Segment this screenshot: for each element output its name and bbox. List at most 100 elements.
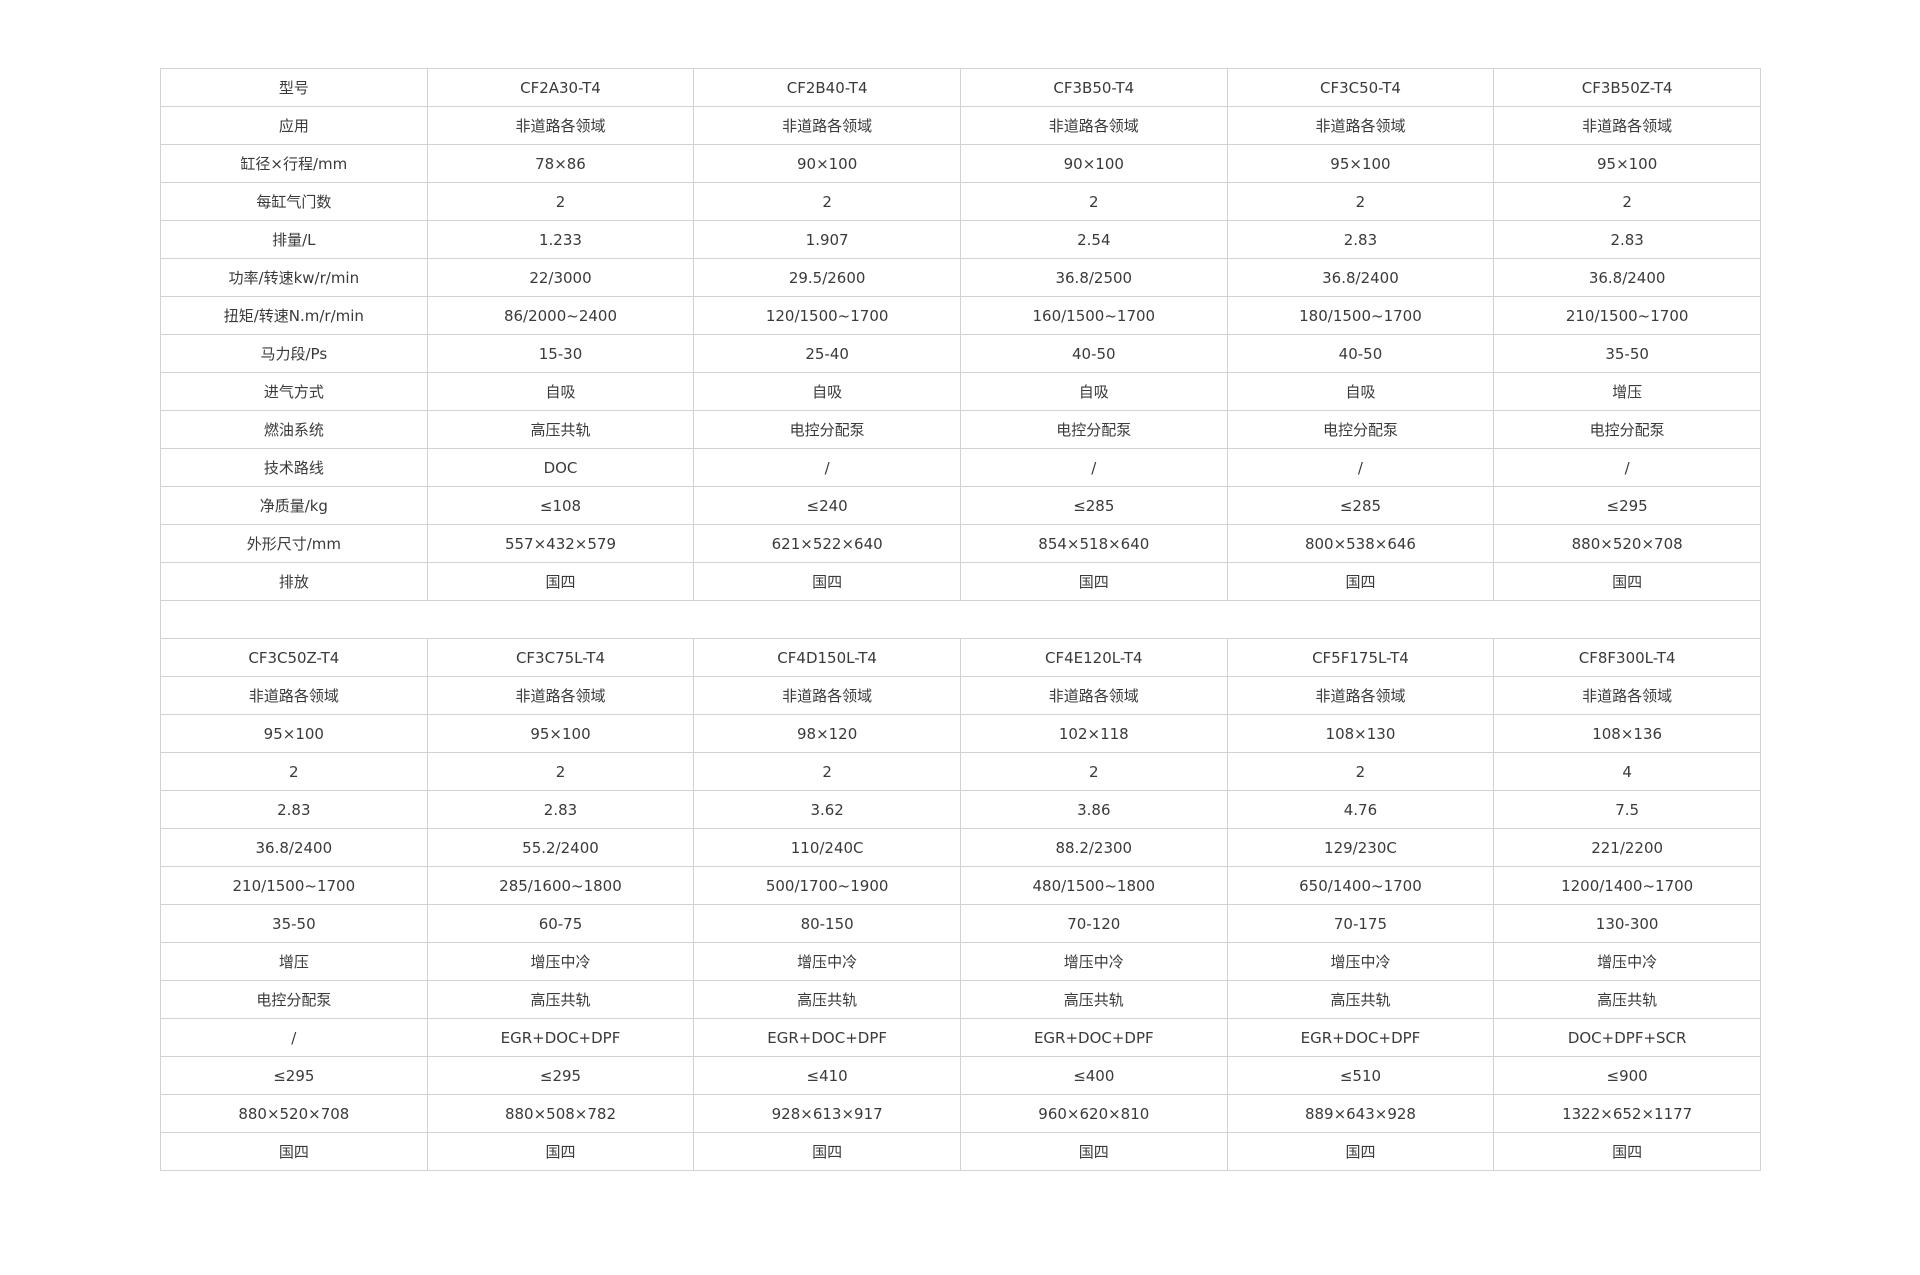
spec-value-cell: 36.8/2400	[1493, 258, 1761, 297]
spec-value-cell: 29.5/2600	[693, 258, 961, 297]
table-row: 功率/转速kw/r/min 22/3000 29.5/2600 36.8/2500 36…	[160, 258, 1761, 297]
spec-value-cell: 650/1400~1700	[1226, 866, 1495, 905]
spec-value-cell: 55.2/2400	[426, 828, 695, 867]
row-label: 缸径×行程/mm	[160, 144, 428, 183]
spec-value-cell: 高压共轨	[693, 980, 961, 1019]
spec-value-cell: 98×120	[693, 714, 961, 753]
model-name-cell: CF3C50Z-T4	[160, 638, 428, 677]
spec-value-cell: 95×100	[1226, 144, 1495, 183]
table-row: 进气方式 自吸 自吸 自吸 自吸 增压	[160, 372, 1761, 411]
spec-value-cell: 88.2/2300	[959, 828, 1228, 867]
spec-value-cell: 2	[693, 752, 961, 791]
spec-value-cell: 36.8/2400	[1226, 258, 1495, 297]
spec-value-cell: 928×613×917	[693, 1094, 961, 1133]
spec-value-cell: 国四	[1493, 562, 1761, 601]
row-label: 型号	[160, 68, 428, 107]
spec-value-cell: 高压共轨	[1226, 980, 1495, 1019]
model-name-cell: CF5F175L-T4	[1226, 638, 1495, 677]
spec-value-cell: 880×520×708	[1493, 524, 1761, 563]
spec-value-cell: 自吸	[959, 372, 1228, 411]
spec-value-cell: 3.62	[693, 790, 961, 829]
model-name-cell: CF4E120L-T4	[959, 638, 1228, 677]
table-row: 技术路线 DOC / / / /	[160, 448, 1761, 487]
spec-value-cell: 621×522×640	[693, 524, 961, 563]
spec-value-cell: 70-175	[1226, 904, 1495, 943]
spec-value-cell: 80-150	[693, 904, 961, 943]
row-label: 排量/L	[160, 220, 428, 259]
model-name-cell: CF3C50-T4	[1226, 68, 1495, 107]
spec-value-cell: 880×508×782	[426, 1094, 695, 1133]
table-row: 马力段/Ps 15-30 25-40 40-50 40-50 35-50	[160, 334, 1761, 373]
spec-value-cell: 35-50	[1493, 334, 1761, 373]
table-row: 国四 国四 国四 国四 国四 国四	[160, 1132, 1761, 1171]
spec-value-cell: 高压共轨	[426, 980, 695, 1019]
spec-value-cell: 3.86	[959, 790, 1228, 829]
spec-value-cell: 非道路各领域	[693, 106, 961, 145]
table-row: 每缸气门数 2 2 2 2 2	[160, 182, 1761, 221]
spec-value-cell: 电控分配泵	[1226, 410, 1495, 449]
row-label: 燃油系统	[160, 410, 428, 449]
spec-value-cell: 国四	[426, 1132, 695, 1171]
spec-value-cell: EGR+DOC+DPF	[426, 1018, 695, 1057]
spec-value-cell: 增压中冷	[426, 942, 695, 981]
spec-value-cell: 非道路各领域	[959, 676, 1228, 715]
spec-value-cell: 国四	[1226, 562, 1495, 601]
table-row: 36.8/2400 55.2/2400 110/240C 88.2/2300 129/2…	[160, 828, 1761, 867]
table-row: 排量/L 1.233 1.907 2.54 2.83 2.83	[160, 220, 1761, 259]
spec-value-cell: /	[693, 448, 961, 487]
spec-value-cell: 国四	[959, 562, 1228, 601]
spec-value-cell: 880×520×708	[160, 1094, 428, 1133]
spec-value-cell: 25-40	[693, 334, 961, 373]
spec-value-cell: 95×100	[1493, 144, 1761, 183]
model-name-cell: CF4D150L-T4	[693, 638, 961, 677]
row-label: 排放	[160, 562, 428, 601]
spec-value-cell: 非道路各领域	[1493, 106, 1761, 145]
spec-value-cell: DOC	[426, 448, 695, 487]
spec-value-cell: 86/2000~2400	[426, 296, 695, 335]
row-label: 技术路线	[160, 448, 428, 487]
spec-value-cell: 国四	[959, 1132, 1228, 1171]
table-row: 非道路各领域 非道路各领域 非道路各领域 非道路各领域 非道路各领域 非道路各领域	[160, 676, 1761, 715]
row-label: 应用	[160, 106, 428, 145]
spec-value-cell: 高压共轨	[426, 410, 695, 449]
model-name-cell: CF3B50Z-T4	[1493, 68, 1761, 107]
table-row: 净质量/kg ≤108 ≤240 ≤285 ≤285 ≤295	[160, 486, 1761, 525]
row-label: 马力段/Ps	[160, 334, 428, 373]
spec-value-cell: 221/2200	[1493, 828, 1761, 867]
row-label: 净质量/kg	[160, 486, 428, 525]
table-row: 210/1500~1700 285/1600~1800 500/1700~1900 4…	[160, 866, 1761, 905]
spec-value-cell: 210/1500~1700	[1493, 296, 1761, 335]
spec-value-cell: 2	[959, 182, 1228, 221]
spec-value-cell: 36.8/2400	[160, 828, 428, 867]
spec-value-cell: 国四	[693, 1132, 961, 1171]
spec-value-cell: 90×100	[693, 144, 961, 183]
spec-value-cell: 60-75	[426, 904, 695, 943]
spec-value-cell: 15-30	[426, 334, 695, 373]
spec-value-cell: /	[1226, 448, 1495, 487]
spec-value-cell: 高压共轨	[1493, 980, 1761, 1019]
spec-value-cell: 国四	[693, 562, 961, 601]
spec-value-cell: 210/1500~1700	[160, 866, 428, 905]
spec-value-cell: 35-50	[160, 904, 428, 943]
spec-value-cell: 电控分配泵	[693, 410, 961, 449]
spec-value-cell: 国四	[1226, 1132, 1495, 1171]
spec-value-cell: 120/1500~1700	[693, 296, 961, 335]
table-row: 型号 CF2A30-T4 CF2B40-T4 CF3B50-T4 CF3C50-T4 CF…	[160, 68, 1761, 107]
table-row: 95×100 95×100 98×120 102×118 108×130 108×136	[160, 714, 1761, 753]
spec-value-cell: 自吸	[1226, 372, 1495, 411]
spec-value-cell: 电控分配泵	[1493, 410, 1761, 449]
row-label: 进气方式	[160, 372, 428, 411]
spec-value-cell: 高压共轨	[959, 980, 1228, 1019]
row-label: 外形尺寸/mm	[160, 524, 428, 563]
spec-value-cell: 2	[1226, 182, 1495, 221]
spec-value-cell: EGR+DOC+DPF	[959, 1018, 1228, 1057]
spec-value-cell: 108×136	[1493, 714, 1761, 753]
spec-value-cell: 2.83	[1226, 220, 1495, 259]
spec-value-cell: 国四	[160, 1132, 428, 1171]
spec-value-cell: 增压中冷	[1226, 942, 1495, 981]
spec-value-cell: 非道路各领域	[426, 106, 695, 145]
table-row: 缸径×行程/mm 78×86 90×100 90×100 95×100 95×100	[160, 144, 1761, 183]
spec-value-cell: ≤410	[693, 1056, 961, 1095]
spec-value-cell: ≤400	[959, 1056, 1228, 1095]
spec-value-cell: 889×643×928	[1226, 1094, 1495, 1133]
